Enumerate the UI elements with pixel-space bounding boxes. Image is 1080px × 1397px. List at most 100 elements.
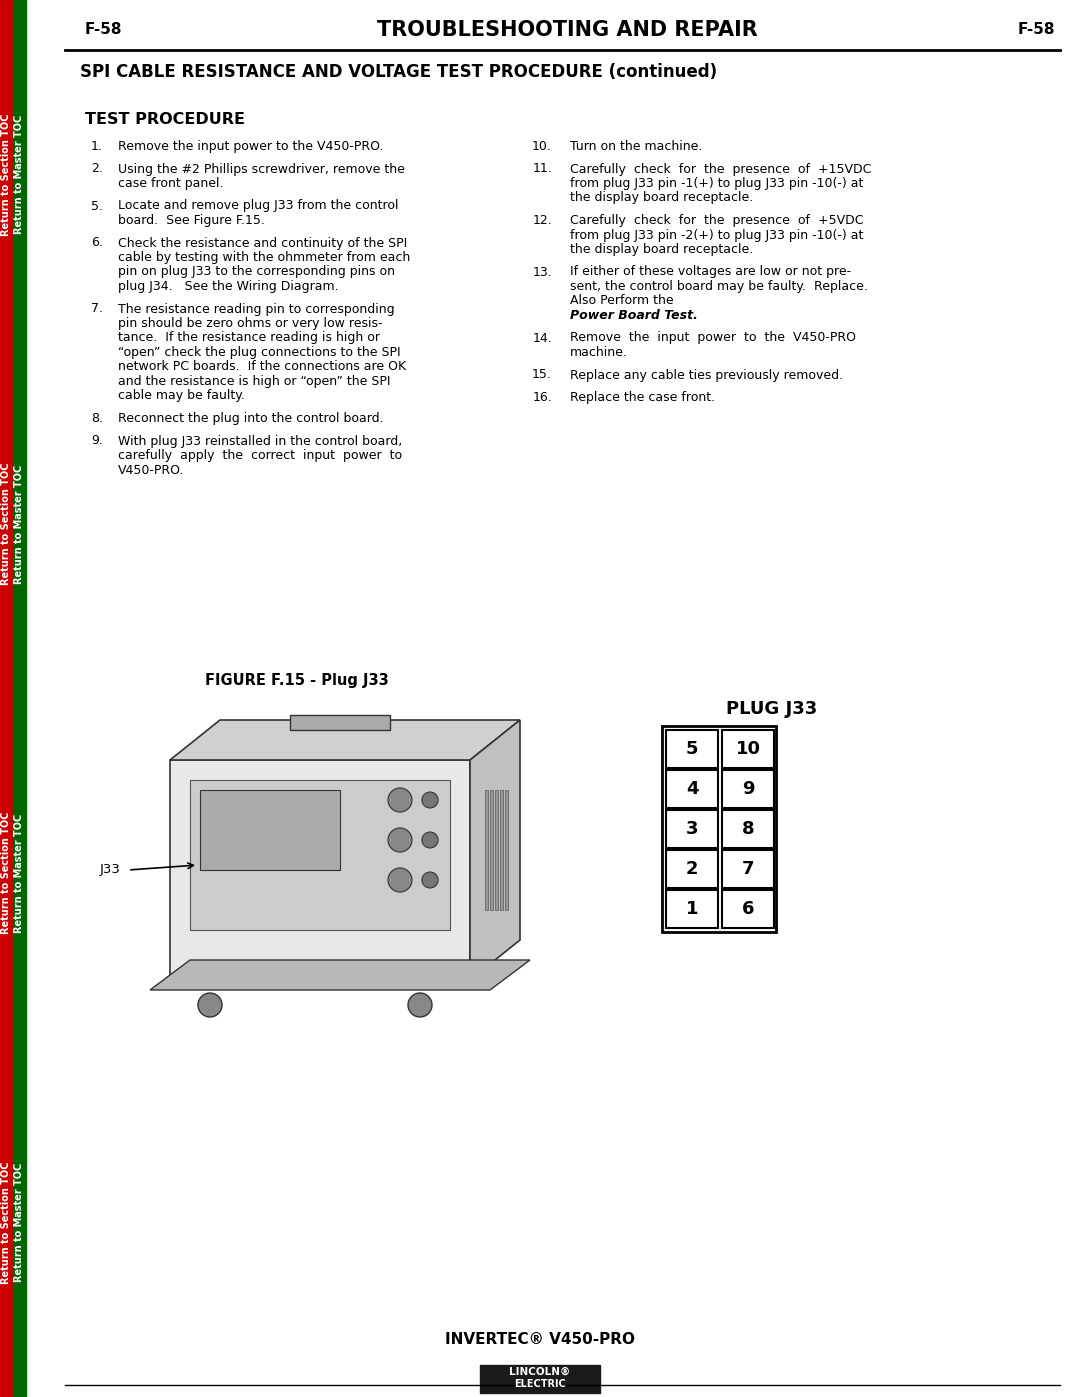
Text: 1: 1 (686, 900, 699, 918)
Polygon shape (200, 789, 340, 870)
Bar (500, 789, 503, 909)
Text: Return to Master TOC: Return to Master TOC (14, 464, 25, 584)
Text: 2: 2 (686, 861, 699, 877)
Polygon shape (150, 960, 530, 990)
Text: Remove  the  input  power  to  the  V450-PRO: Remove the input power to the V450-PRO (570, 331, 856, 345)
Bar (13, 0, 26, 1397)
Text: network PC boards.  If the connections are OK: network PC boards. If the connections ar… (118, 360, 406, 373)
Text: from plug J33 pin -2(+) to plug J33 pin -10(-) at: from plug J33 pin -2(+) to plug J33 pin … (570, 229, 863, 242)
Text: board.  See Figure F.15.: board. See Figure F.15. (118, 214, 265, 226)
Text: F-58: F-58 (1017, 22, 1055, 38)
Polygon shape (190, 780, 450, 930)
Text: Carefully  check  for  the  presence  of  +5VDC: Carefully check for the presence of +5VD… (570, 214, 864, 226)
Text: case front panel.: case front panel. (118, 177, 224, 190)
Bar (666, 770, 718, 807)
Text: 16.: 16. (532, 391, 552, 404)
Circle shape (422, 833, 438, 848)
Bar (485, 789, 488, 909)
Text: ELECTRIC: ELECTRIC (514, 1379, 566, 1389)
Bar (723, 810, 774, 848)
Text: tance.  If the resistance reading is high or: tance. If the resistance reading is high… (118, 331, 380, 345)
Circle shape (422, 872, 438, 888)
Text: pin should be zero ohms or very low resis-: pin should be zero ohms or very low resi… (118, 317, 382, 330)
Text: the display board receptacle.: the display board receptacle. (570, 243, 753, 256)
Text: Replace the case front.: Replace the case front. (570, 391, 715, 404)
Text: 1.: 1. (91, 140, 103, 154)
Text: 12.: 12. (532, 214, 552, 226)
Circle shape (388, 828, 411, 852)
Bar (723, 770, 774, 807)
Text: Return to Master TOC: Return to Master TOC (14, 813, 25, 933)
Text: Carefully  check  for  the  presence  of  +15VDC: Carefully check for the presence of +15V… (570, 162, 872, 176)
Text: Turn on the machine.: Turn on the machine. (570, 140, 702, 154)
Text: The resistance reading pin to corresponding: The resistance reading pin to correspond… (118, 303, 394, 316)
Bar (723, 731, 774, 768)
Text: 11.: 11. (532, 162, 552, 176)
Bar (0, 0, 13, 1397)
Text: Remove the input power to the V450-PRO.: Remove the input power to the V450-PRO. (118, 140, 383, 154)
Text: FIGURE F.15 - Plug J33: FIGURE F.15 - Plug J33 (205, 672, 389, 687)
Text: cable by testing with the ohmmeter from each: cable by testing with the ohmmeter from … (118, 251, 410, 264)
Text: 9.: 9. (91, 434, 103, 447)
Text: pin on plug J33 to the corresponding pins on: pin on plug J33 to the corresponding pin… (118, 265, 395, 278)
Text: 10: 10 (735, 740, 760, 759)
Circle shape (388, 868, 411, 893)
Bar (666, 890, 718, 928)
Bar (666, 731, 718, 768)
Text: If either of these voltages are low or not pre-: If either of these voltages are low or n… (570, 265, 851, 278)
Text: SPI CABLE RESISTANCE AND VOLTAGE TEST PROCEDURE (continued): SPI CABLE RESISTANCE AND VOLTAGE TEST PR… (80, 63, 717, 81)
Bar (495, 789, 498, 909)
Text: INVERTEC® V450-PRO: INVERTEC® V450-PRO (445, 1333, 635, 1348)
Text: 8.: 8. (91, 412, 103, 425)
Text: from plug J33 pin -1(+) to plug J33 pin -10(-) at: from plug J33 pin -1(+) to plug J33 pin … (570, 177, 863, 190)
Bar (666, 849, 718, 888)
Text: Power Board Test.: Power Board Test. (570, 309, 698, 321)
Text: 7: 7 (742, 861, 754, 877)
Bar (723, 890, 774, 928)
Bar (490, 789, 492, 909)
Text: 13.: 13. (532, 265, 552, 278)
Text: 5: 5 (686, 740, 699, 759)
Polygon shape (170, 719, 519, 760)
Text: 14.: 14. (532, 331, 552, 345)
Circle shape (422, 792, 438, 807)
Text: Return to Master TOC: Return to Master TOC (14, 115, 25, 235)
Text: the display board receptacle.: the display board receptacle. (570, 191, 753, 204)
Bar (505, 789, 508, 909)
Text: Return to Section TOC: Return to Section TOC (1, 113, 12, 236)
Text: 4: 4 (686, 780, 699, 798)
Text: cable may be faulty.: cable may be faulty. (118, 390, 245, 402)
Text: 6: 6 (742, 900, 754, 918)
Text: Reconnect the plug into the control board.: Reconnect the plug into the control boar… (118, 412, 383, 425)
Bar (723, 849, 774, 888)
Text: LINCOLN®: LINCOLN® (510, 1368, 570, 1377)
Bar (666, 810, 718, 848)
Bar (480, 1365, 600, 1393)
Text: 9: 9 (742, 780, 754, 798)
Text: Return to Section TOC: Return to Section TOC (1, 462, 12, 585)
Text: PLUG J33: PLUG J33 (727, 700, 818, 718)
Text: TROUBLESHOOTING AND REPAIR: TROUBLESHOOTING AND REPAIR (377, 20, 757, 41)
Bar (662, 726, 777, 932)
Text: Replace any cable ties previously removed.: Replace any cable ties previously remove… (570, 369, 843, 381)
Text: Check the resistance and continuity of the SPI: Check the resistance and continuity of t… (118, 236, 407, 250)
Text: J33: J33 (100, 863, 121, 876)
Circle shape (388, 788, 411, 812)
Text: plug J34.   See the Wiring Diagram.: plug J34. See the Wiring Diagram. (118, 279, 339, 293)
Text: TEST PROCEDURE: TEST PROCEDURE (85, 112, 245, 127)
Text: Locate and remove plug J33 from the control: Locate and remove plug J33 from the cont… (118, 200, 399, 212)
Text: Also Perform the: Also Perform the (570, 295, 677, 307)
Text: F-58: F-58 (85, 22, 122, 38)
Text: 10.: 10. (532, 140, 552, 154)
Text: With plug J33 reinstalled in the control board,: With plug J33 reinstalled in the control… (118, 434, 402, 447)
Circle shape (198, 993, 222, 1017)
Text: 6.: 6. (91, 236, 103, 250)
Text: Return to Section TOC: Return to Section TOC (1, 812, 12, 935)
Text: “open” check the plug connections to the SPI: “open” check the plug connections to the… (118, 346, 401, 359)
Text: 2.: 2. (91, 162, 103, 176)
Polygon shape (470, 719, 519, 981)
Polygon shape (170, 760, 470, 981)
Circle shape (408, 993, 432, 1017)
Text: carefully  apply  the  correct  input  power  to: carefully apply the correct input power … (118, 448, 402, 462)
Text: 8: 8 (742, 820, 754, 838)
